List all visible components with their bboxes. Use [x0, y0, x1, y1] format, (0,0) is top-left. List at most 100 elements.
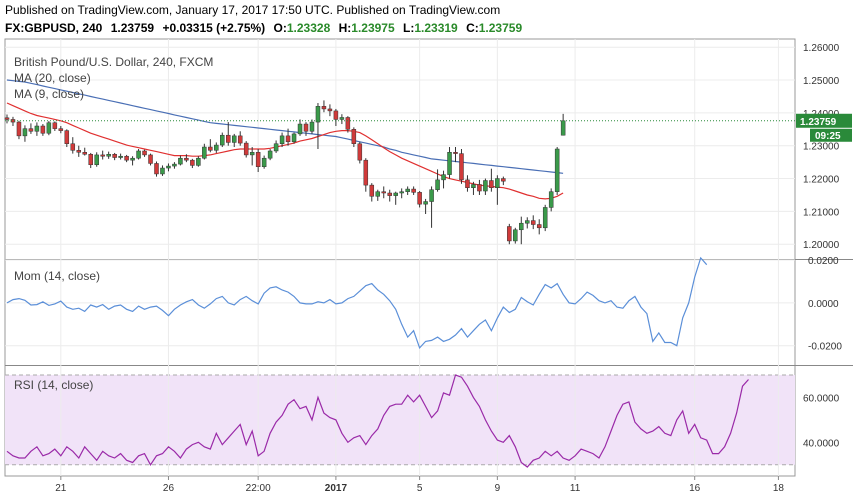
candle-body: [303, 123, 309, 132]
candle-body: [495, 178, 500, 188]
symbol-quote-line: FX:GBPUSD, 240 1.23759 +0.03315 (+2.75%)…: [5, 21, 522, 35]
candle-body: [172, 163, 177, 167]
price-change: +0.03315 (+2.75%): [162, 21, 266, 35]
candle-body: [243, 142, 249, 156]
candle-body: [130, 157, 135, 161]
candle-body: [76, 150, 82, 153]
countdown-tag: [810, 128, 852, 142]
candle-body: [369, 184, 375, 197]
candle-body: [22, 128, 28, 137]
candle-body: [40, 125, 46, 134]
price-tick-label: 1.20000: [803, 240, 840, 251]
price-tick-label: 1.23000: [803, 142, 840, 153]
rsi-tick-label: 40.0000: [803, 438, 840, 449]
candle-body: [118, 155, 123, 158]
candle-body: [46, 122, 52, 134]
candle-body: [483, 180, 488, 192]
candle-body: [202, 146, 207, 159]
price-pane-title: British Pound/U.S. Dollar, 240, FXCM: [14, 55, 213, 69]
candle-body: [291, 133, 297, 143]
candle-body: [28, 128, 34, 132]
candle-body: [106, 154, 111, 157]
candle-body: [405, 188, 410, 192]
candle-body: [381, 191, 386, 194]
candle-body: [226, 134, 231, 143]
candle-body: [297, 123, 303, 135]
open-label: O:: [273, 21, 287, 35]
chart-frame: [4, 38, 796, 477]
high-label: H:: [338, 21, 352, 35]
candle-body: [489, 180, 494, 188]
mom-tick-label: -0.0200: [808, 342, 842, 353]
x-tick-label: 26: [163, 483, 175, 494]
candle-body: [357, 143, 363, 161]
candle-body: [507, 226, 512, 242]
candle-body: [70, 143, 76, 151]
mom-tick-label: 0.0200: [808, 256, 839, 267]
candle-body: [441, 174, 446, 181]
low-label: L:: [403, 21, 415, 35]
candle-body: [148, 154, 153, 164]
mom-pane-title: Mom (14, close): [14, 269, 100, 283]
price-tick-label: 1.22000: [803, 175, 840, 186]
candle-body: [327, 108, 333, 112]
candle-body: [519, 222, 524, 231]
candle-body: [237, 135, 243, 144]
candle-body: [351, 129, 357, 144]
candle-body: [178, 157, 183, 165]
candle-body: [16, 121, 22, 137]
candle-body: [513, 229, 518, 242]
candle-body: [447, 152, 452, 175]
candle-body: [345, 117, 351, 130]
candle-body: [471, 184, 476, 188]
ma9-line: [6, 102, 564, 200]
x-tick-label: 22:00: [246, 483, 271, 494]
symbol-label: FX:GBPUSD, 240: [5, 21, 103, 35]
candle-body: [208, 146, 213, 151]
x-tick-label: 18: [773, 483, 785, 494]
mom-tick-label: 0.0000: [808, 299, 839, 310]
candle-body: [58, 128, 64, 131]
countdown-tag-label: 09:25: [815, 131, 841, 142]
open-value: 1.23328: [286, 21, 331, 35]
candle-body: [393, 192, 398, 196]
ma20-legend: MA (20, close): [14, 71, 91, 85]
candle-body: [52, 122, 58, 129]
close-value: 1.23759: [478, 21, 523, 35]
rsi-tick-label: 60.0000: [803, 393, 840, 404]
candle-body: [417, 192, 422, 205]
candle-body: [554, 148, 560, 192]
candle-body: [64, 130, 70, 144]
candle-body: [333, 110, 339, 120]
high-value: 1.23975: [351, 21, 395, 35]
candle-body: [154, 163, 159, 175]
momentum-line: [6, 256, 708, 350]
candle-body: [339, 117, 345, 120]
candle-body: [429, 189, 434, 202]
candle-body: [423, 201, 428, 205]
x-tick-label: 5: [417, 483, 423, 494]
candle-body: [285, 135, 291, 143]
price-tick-label: 1.21000: [803, 207, 840, 218]
x-tick-label: 11: [570, 483, 581, 494]
candle-body: [536, 224, 542, 229]
last-price: 1.23759: [110, 21, 155, 35]
candle-body: [560, 120, 566, 136]
publish-info: Published on TradingView.com, January 17…: [5, 3, 501, 17]
candle-body: [100, 154, 105, 157]
candle-body: [82, 152, 87, 155]
candle-body: [363, 159, 369, 186]
candle-body: [190, 159, 195, 166]
x-tick-label: 9: [495, 483, 501, 494]
candle-body: [279, 135, 285, 144]
candle-body: [231, 135, 237, 143]
candle-body: [315, 106, 321, 123]
candle-body: [375, 191, 381, 197]
ma20-line: [6, 79, 564, 174]
candle-body: [4, 117, 10, 120]
candle-body: [88, 154, 93, 166]
candle-body: [477, 184, 482, 192]
candle-body: [136, 150, 141, 159]
candle-body: [124, 155, 129, 161]
